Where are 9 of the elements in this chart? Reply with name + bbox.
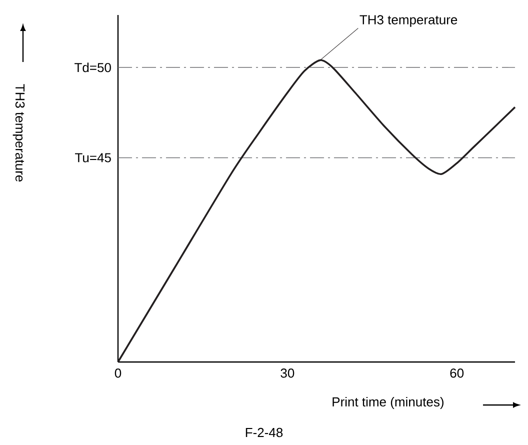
y-axis-title: TH3 temperature	[12, 84, 25, 182]
x-tick-label: 30	[280, 368, 294, 378]
annotation: TH3 temperature	[360, 15, 458, 27]
x-tick-label: 0	[114, 368, 122, 378]
x-tick-label: 60	[450, 368, 464, 378]
x-axis-title: Print time (minutes)	[332, 396, 444, 410]
text: F-2-48	[246, 428, 283, 438]
y-tick-label: Td=50	[74, 62, 111, 72]
y-tick-label: Tu=45	[75, 153, 111, 162]
